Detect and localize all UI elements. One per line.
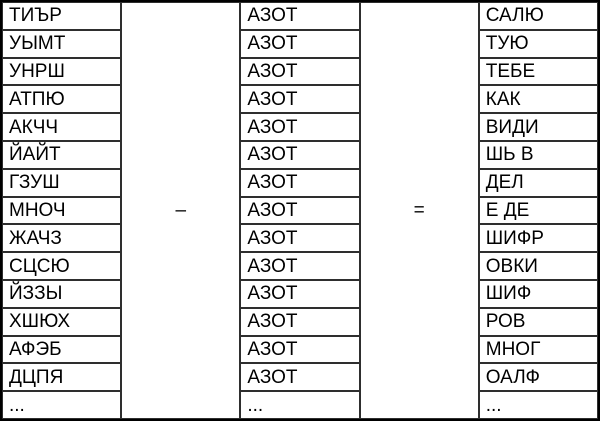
table-row: АТПЮ АЗОТ КАК (2, 85, 598, 114)
equals-operator: = (359, 2, 479, 419)
key-word-cell: АЗОТ (240, 29, 360, 58)
key-word-cell: АЗОТ (240, 196, 360, 225)
result-word-cell: МНОГ (478, 335, 598, 364)
cipher-word-cell: АТПЮ (2, 85, 122, 114)
cipher-word-cell: ТИЪР (2, 2, 122, 30)
cipher-word-cell: СЦСЮ (2, 252, 122, 280)
key-word-cell: АЗОТ (240, 363, 360, 392)
cipher-word-cell: ЙЗЗЫ (2, 279, 122, 308)
key-word-cell: АЗОТ (240, 85, 360, 114)
result-word-cell: ВИДИ (478, 113, 598, 141)
table-row: АФЭБ АЗОТ МНОГ (2, 335, 598, 364)
cipher-word-cell: ДЦПЯ (2, 363, 122, 392)
result-word-cell: Е ДЕ (478, 196, 598, 225)
table-row: ГЗУШ АЗОТ ДЕЛ (2, 168, 598, 197)
cipher-word-cell: ЖАЧЗ (2, 224, 122, 253)
key-word-cell: АЗОТ (240, 57, 360, 86)
result-word-cell: ТУЮ (478, 29, 598, 58)
table-row: МНОЧ АЗОТ Е ДЕ (2, 196, 598, 225)
table-row: УНРШ АЗОТ ТЕБЕ (2, 57, 598, 86)
result-word-cell: ТЕБЕ (478, 57, 598, 86)
key-word-cell: АЗОТ (240, 279, 360, 308)
key-word-cell: АЗОТ (240, 335, 360, 364)
table-row: ... ... ... (2, 391, 598, 419)
result-word-cell: ОВКИ (478, 252, 598, 280)
result-word-cell: ШЬ В (478, 140, 598, 169)
table-row: ХШЮХ АЗОТ РОВ (2, 307, 598, 336)
cipher-word-cell: УНРШ (2, 57, 122, 86)
result-word-cell: САЛЮ (478, 2, 598, 30)
key-word-cell: АЗОТ (240, 140, 360, 169)
table-row: ЙАЙТ АЗОТ ШЬ В (2, 140, 598, 169)
table-row: УЫМТ АЗОТ ТУЮ (2, 29, 598, 58)
result-word-cell: КАК (478, 85, 598, 114)
cipher-word-cell: УЫМТ (2, 29, 122, 58)
table-row: ДЦПЯ АЗОТ ОАЛФ (2, 363, 598, 392)
key-word-cell: АЗОТ (240, 2, 360, 30)
key-word-cell: АЗОТ (240, 113, 360, 141)
result-word-cell: РОВ (478, 307, 598, 336)
cipher-word-cell: ГЗУШ (2, 168, 122, 197)
result-word-cell: ШИФР (478, 224, 598, 253)
table-row: ЙЗЗЫ АЗОТ ШИФ (2, 279, 598, 308)
table-row: АКЧЧ АЗОТ ВИДИ (2, 113, 598, 141)
key-word-cell: АЗОТ (240, 307, 360, 336)
key-word-cell: АЗОТ (240, 168, 360, 197)
cipher-word-cell: ЙАЙТ (2, 140, 122, 169)
cipher-word-cell: АФЭБ (2, 335, 122, 364)
table-row: СЦСЮ АЗОТ ОВКИ (2, 252, 598, 280)
key-word-cell: АЗОТ (240, 224, 360, 253)
ellipsis-cell: ... (478, 391, 598, 419)
result-word-cell: ДЕЛ (478, 168, 598, 197)
key-word-cell: АЗОТ (240, 252, 360, 280)
table-row: ЖАЧЗ АЗОТ ШИФР (2, 224, 598, 253)
ellipsis-cell: ... (2, 391, 122, 419)
ellipsis-cell: ... (240, 391, 360, 419)
result-word-cell: ОАЛФ (478, 363, 598, 392)
cipher-word-cell: МНОЧ (2, 196, 122, 225)
result-word-cell: ШИФ (478, 279, 598, 308)
cipher-word-cell: АКЧЧ (2, 113, 122, 141)
minus-operator: – (121, 2, 241, 419)
cipher-word-cell: ХШЮХ (2, 307, 122, 336)
